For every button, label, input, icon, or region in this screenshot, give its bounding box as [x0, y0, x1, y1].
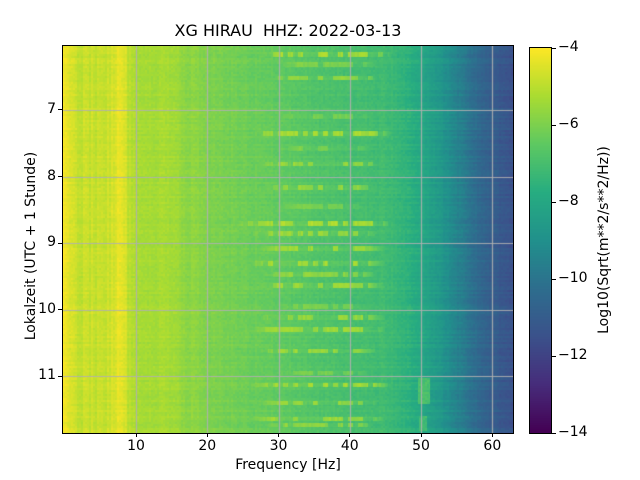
colorbar-tick-label: −6	[558, 116, 579, 132]
y-tick-label: 9	[47, 234, 56, 251]
y-tick-label: 8	[47, 167, 56, 184]
x-tick-label: 40	[340, 438, 359, 454]
colorbar-tick-label: −12	[558, 347, 588, 363]
colorbar-tick	[552, 278, 556, 280]
x-tick-label: 10	[127, 438, 145, 454]
colorbar-tick-label: −14	[558, 424, 588, 440]
colorbar-tick	[552, 124, 556, 126]
spectrogram-axes	[62, 45, 514, 434]
x-tick-label: 30	[269, 438, 288, 454]
y-tick	[58, 375, 62, 377]
x-tick	[349, 433, 351, 437]
colorbar-tick	[552, 432, 556, 434]
x-tick	[278, 433, 280, 437]
colorbar-tick-label: −10	[558, 270, 588, 286]
colorbar-tick-label: −4	[558, 39, 579, 55]
x-tick	[420, 433, 422, 437]
colorbar-tick	[552, 355, 556, 357]
y-tick	[58, 109, 62, 111]
y-tick-label: 11	[38, 367, 56, 384]
x-tick	[135, 433, 137, 437]
y-tick	[58, 309, 62, 311]
x-axis-label: Frequency [Hz]	[235, 457, 341, 473]
x-tick-label: 20	[198, 438, 217, 454]
colorbar-tick	[552, 47, 556, 49]
colorbar-label: Log10(Sqrt(m**2/s**2/Hz))	[596, 146, 612, 334]
colorbar-canvas	[530, 48, 551, 433]
y-tick-label: 10	[38, 300, 56, 317]
spectrogram-canvas	[63, 46, 513, 433]
y-tick	[58, 242, 62, 244]
y-tick-label: 7	[47, 100, 56, 117]
x-tick	[491, 433, 493, 437]
plot-title: XG HIRAU HHZ: 2022-03-13	[174, 21, 402, 40]
x-tick-label: 50	[412, 438, 430, 454]
y-tick	[58, 176, 62, 178]
colorbar	[529, 47, 552, 434]
colorbar-tick-label: −8	[558, 193, 579, 209]
x-tick-label: 60	[483, 438, 502, 454]
colorbar-tick	[552, 201, 556, 203]
x-tick	[206, 433, 208, 437]
